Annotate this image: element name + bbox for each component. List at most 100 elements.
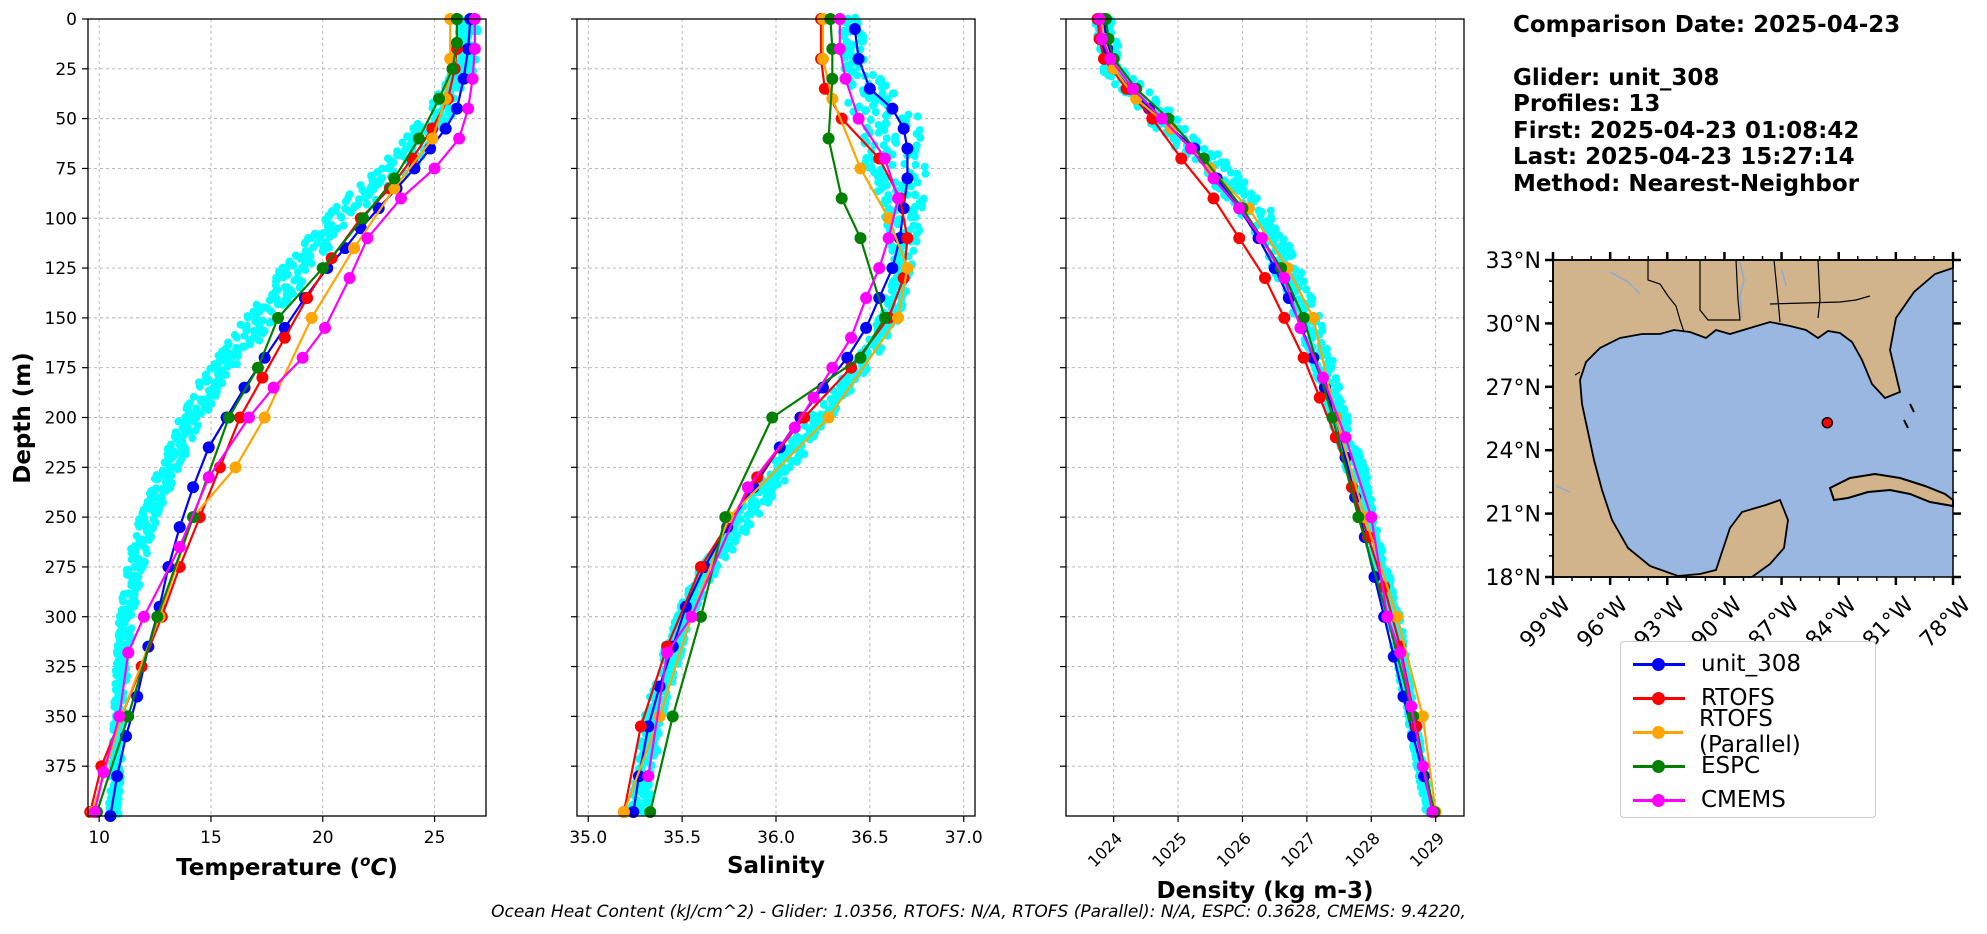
series-point	[122, 646, 135, 659]
legend-item: RTOFS	[1633, 683, 1775, 713]
y-tick-label: 0	[66, 10, 77, 30]
glider-cloud-point	[921, 169, 930, 178]
series-point	[453, 132, 466, 145]
glider-cloud-point	[401, 145, 410, 154]
series-point	[1233, 202, 1246, 215]
series-point	[886, 102, 899, 115]
temperature-x-ticks: 10 15 20 25	[88, 816, 445, 848]
series-point	[1381, 610, 1394, 623]
series-point	[807, 391, 820, 404]
glider-cloud-point	[147, 486, 156, 495]
glider-cloud-point	[1302, 285, 1311, 294]
series-point	[1207, 192, 1220, 205]
glider-cloud-point	[145, 535, 154, 544]
comparison-info: Comparison Date: 2025-04-23 Glider: unit…	[1513, 12, 1900, 197]
series-point	[1175, 152, 1188, 165]
glider-cloud-point	[905, 226, 914, 235]
glider-cloud-point	[893, 220, 902, 229]
lat-tick-label: 33°N	[1486, 249, 1541, 274]
glider-cloud-point	[1288, 250, 1297, 259]
glider-cloud-point	[761, 482, 770, 491]
glider-cloud-point	[768, 492, 777, 501]
legend-label: RTOFS	[1701, 685, 1775, 711]
glider-cloud-point	[731, 537, 740, 546]
series-espc	[644, 13, 891, 819]
series-point	[1391, 610, 1404, 623]
series-point	[1155, 112, 1168, 125]
series-point	[1339, 431, 1352, 444]
series-point	[111, 770, 124, 783]
series-point	[1416, 710, 1429, 723]
series-point	[661, 646, 674, 659]
series-point	[826, 72, 839, 85]
glider-cloud-point	[1111, 80, 1120, 89]
glider-cloud-point	[755, 509, 764, 518]
glider-cloud-point	[133, 584, 142, 593]
series-line	[1099, 18, 1437, 813]
series-point	[822, 411, 835, 424]
series-point	[348, 242, 361, 255]
series-point	[845, 361, 858, 374]
last-time: Last: 2025-04-23 15:27:14	[1513, 144, 1855, 170]
glider-cloud-point	[307, 259, 316, 268]
series-point	[1278, 311, 1291, 324]
series-point	[446, 62, 459, 75]
glider-cloud-point	[917, 203, 926, 212]
series-point	[1096, 32, 1109, 45]
glider-cloud-point	[864, 163, 873, 172]
first-time: First: 2025-04-23 01:08:42	[1513, 117, 1860, 144]
series-point	[267, 381, 280, 394]
series-point	[901, 232, 914, 245]
glider-cloud-point	[1233, 171, 1242, 180]
series-point	[642, 770, 655, 783]
series-rtofs-parallel	[1094, 13, 1442, 819]
series-espc	[1099, 13, 1441, 819]
glider-cloud-point	[184, 417, 193, 426]
glider-cloud-point	[323, 242, 332, 251]
glider-cloud-point	[1200, 145, 1209, 154]
series-line	[95, 19, 459, 813]
glider-cloud-point	[119, 597, 128, 606]
glider-cloud-point	[180, 430, 189, 439]
glider-cloud-point	[857, 37, 866, 46]
series-point	[202, 441, 215, 454]
glider-cloud-point	[868, 70, 877, 79]
glider-cloud-point	[910, 151, 919, 160]
glider-cloud-point	[289, 261, 298, 270]
glider-cloud-point	[819, 399, 828, 408]
series-point	[343, 272, 356, 285]
series-line	[1102, 18, 1435, 813]
glider-cloud-point	[243, 313, 252, 322]
glider-cloud-point	[1299, 277, 1308, 286]
glider-cloud-point	[882, 134, 891, 143]
series-point	[1365, 511, 1378, 524]
series-point	[234, 411, 247, 424]
series-point	[694, 560, 707, 573]
glider-cloud-point	[362, 199, 371, 208]
series-point	[617, 806, 630, 819]
x-tick-label: 35.5	[663, 828, 701, 848]
glider-cloud-point	[218, 379, 227, 388]
series-point	[816, 52, 829, 65]
glider-cloud-point	[300, 239, 309, 248]
series-point	[788, 421, 801, 434]
legend-swatch	[1633, 790, 1685, 810]
series-point	[878, 311, 891, 324]
series-point	[388, 172, 401, 185]
series-point	[1297, 311, 1310, 324]
series-point	[1313, 391, 1326, 404]
series-point	[229, 461, 242, 474]
series-point	[854, 351, 867, 364]
series-point	[835, 192, 848, 205]
map-latitude-ticks: 33°N 30°N 27°N 24°N 21°N 18°N	[1486, 249, 1961, 591]
series-point	[187, 481, 200, 494]
series-point	[1259, 272, 1271, 285]
series-point	[316, 262, 329, 275]
salinity-series	[617, 13, 914, 819]
series-point	[113, 710, 126, 723]
glider-cloud-point	[764, 498, 773, 507]
glider-cloud-point	[150, 474, 159, 483]
glider-cloud-point	[1266, 206, 1275, 215]
glider-cloud-point	[191, 426, 200, 435]
glider-cloud-point	[267, 307, 276, 316]
